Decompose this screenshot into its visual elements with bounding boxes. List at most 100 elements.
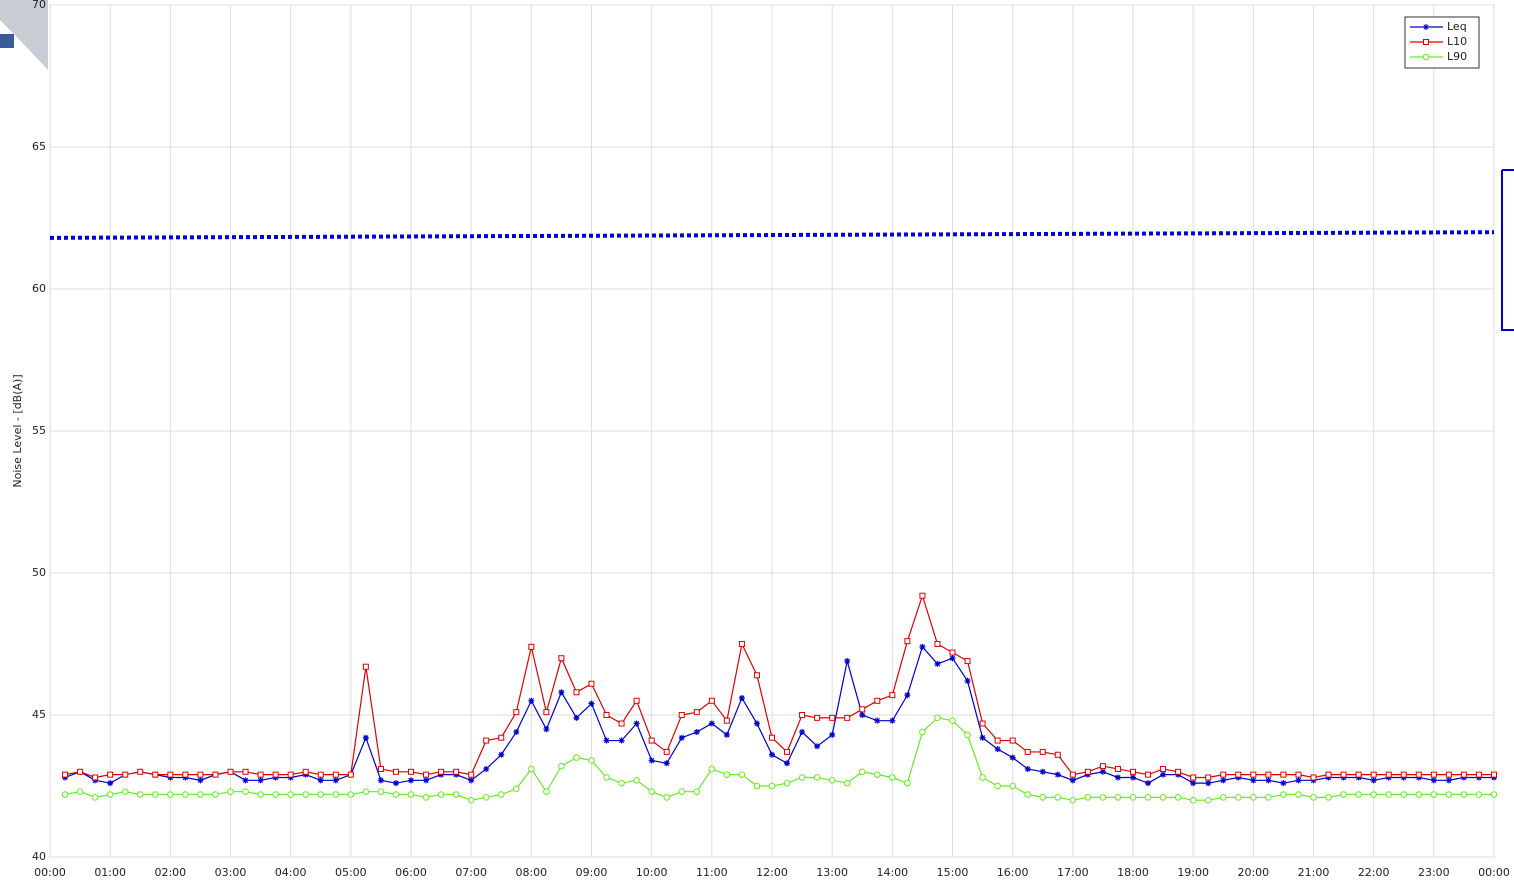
marker [272, 771, 279, 778]
marker [1280, 780, 1287, 787]
legend-symbol [1423, 24, 1429, 30]
marker [1160, 771, 1167, 778]
marker [513, 729, 520, 736]
marker [362, 663, 369, 670]
marker [1009, 754, 1016, 761]
marker [1009, 737, 1016, 744]
marker [347, 771, 354, 778]
marker [332, 771, 339, 778]
marker [392, 780, 399, 787]
marker [1265, 794, 1272, 801]
marker [1175, 768, 1182, 775]
marker [889, 717, 896, 724]
marker [362, 734, 369, 741]
marker [1024, 791, 1032, 798]
marker [513, 709, 520, 716]
marker [783, 779, 791, 787]
marker [302, 791, 310, 798]
marker [979, 774, 986, 781]
marker [618, 737, 625, 744]
marker [437, 791, 445, 798]
marker [1039, 768, 1046, 775]
marker [257, 791, 264, 798]
marker [453, 768, 460, 775]
marker [212, 771, 219, 778]
marker [423, 771, 430, 778]
marker [287, 771, 294, 778]
marker [1189, 796, 1197, 804]
marker [317, 777, 324, 784]
marker [197, 777, 204, 784]
marker [423, 777, 430, 784]
x-tick-label: 23:00 [1418, 866, 1450, 879]
x-tick-label: 05:00 [335, 866, 367, 879]
marker [212, 791, 219, 798]
y-tick-label: 50 [32, 566, 46, 579]
marker [1295, 791, 1302, 798]
marker [889, 774, 896, 781]
x-tick-label: 16:00 [997, 866, 1029, 879]
marker [949, 655, 956, 662]
marker [934, 660, 941, 667]
marker [603, 712, 610, 718]
marker [949, 717, 956, 724]
marker [1039, 794, 1047, 801]
marker [242, 788, 249, 795]
marker [1235, 771, 1242, 778]
marker [242, 768, 249, 775]
marker [949, 649, 956, 656]
marker [1054, 771, 1061, 778]
x-tick-label: 18:00 [1117, 866, 1149, 879]
marker [1280, 771, 1287, 778]
marker [573, 714, 580, 721]
marker [708, 765, 716, 773]
x-tick-label: 01:00 [94, 866, 126, 879]
logo-fragment [0, 34, 14, 48]
marker [197, 791, 204, 798]
marker [512, 785, 520, 793]
marker [769, 734, 775, 741]
marker [1054, 794, 1062, 801]
marker [663, 748, 670, 755]
marker [1054, 751, 1061, 758]
marker [227, 788, 234, 795]
marker [76, 788, 84, 795]
legend-marker [1423, 39, 1429, 45]
marker [528, 697, 535, 704]
reference-line [49, 230, 1495, 240]
legend-symbol [1423, 39, 1429, 45]
marker [377, 777, 384, 784]
x-tick-label: 22:00 [1358, 866, 1390, 879]
marker [859, 706, 866, 713]
marker [633, 720, 640, 727]
marker [1475, 771, 1482, 778]
marker [994, 737, 1001, 744]
marker [1190, 774, 1197, 781]
marker [1370, 777, 1377, 784]
marker [77, 768, 84, 775]
marker [813, 774, 821, 781]
marker [1250, 777, 1257, 784]
marker [618, 779, 625, 787]
legend-label: L10 [1447, 35, 1467, 48]
marker [1295, 771, 1302, 778]
marker [1265, 777, 1272, 784]
marker [573, 689, 580, 696]
marker [91, 794, 99, 801]
marker [603, 737, 610, 744]
marker [1159, 794, 1167, 801]
marker [708, 697, 715, 704]
marker [693, 729, 700, 736]
marker [979, 734, 986, 741]
marker [814, 743, 821, 750]
marker [799, 729, 806, 736]
marker [904, 779, 911, 787]
marker [483, 765, 490, 772]
marker [136, 791, 144, 798]
marker [107, 780, 114, 787]
marker [648, 757, 655, 764]
marker [738, 641, 745, 647]
marker [1310, 774, 1317, 781]
marker [1130, 768, 1136, 775]
marker [317, 771, 324, 778]
